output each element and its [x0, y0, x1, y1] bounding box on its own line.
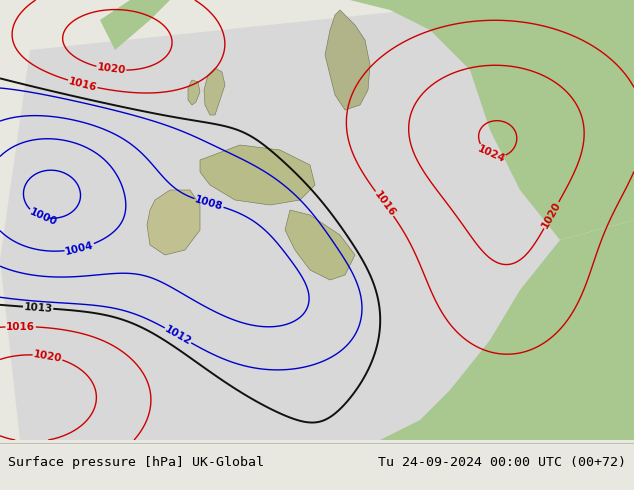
Polygon shape: [285, 210, 355, 280]
Polygon shape: [0, 5, 560, 440]
Text: 1004: 1004: [64, 240, 94, 257]
Text: 1012: 1012: [163, 324, 193, 347]
Text: 1020: 1020: [32, 349, 63, 364]
Text: 1020: 1020: [96, 62, 126, 76]
Text: 1008: 1008: [193, 194, 224, 212]
Text: Tu 24-09-2024 00:00 UTC (00+72): Tu 24-09-2024 00:00 UTC (00+72): [378, 456, 626, 469]
Text: 1020: 1020: [540, 200, 563, 230]
Polygon shape: [200, 145, 315, 205]
Text: 1024: 1024: [476, 144, 507, 165]
Polygon shape: [204, 68, 225, 115]
Text: 1016: 1016: [372, 189, 397, 219]
Polygon shape: [188, 80, 200, 105]
Polygon shape: [100, 0, 170, 50]
Text: 1013: 1013: [23, 302, 53, 314]
Text: Surface pressure [hPa] UK-Global: Surface pressure [hPa] UK-Global: [8, 456, 264, 469]
Polygon shape: [380, 220, 634, 440]
Polygon shape: [325, 10, 370, 110]
Polygon shape: [147, 190, 200, 255]
Text: 1016: 1016: [67, 76, 98, 93]
Text: 1000: 1000: [28, 206, 58, 227]
Text: 1016: 1016: [6, 321, 35, 332]
Polygon shape: [350, 0, 634, 240]
